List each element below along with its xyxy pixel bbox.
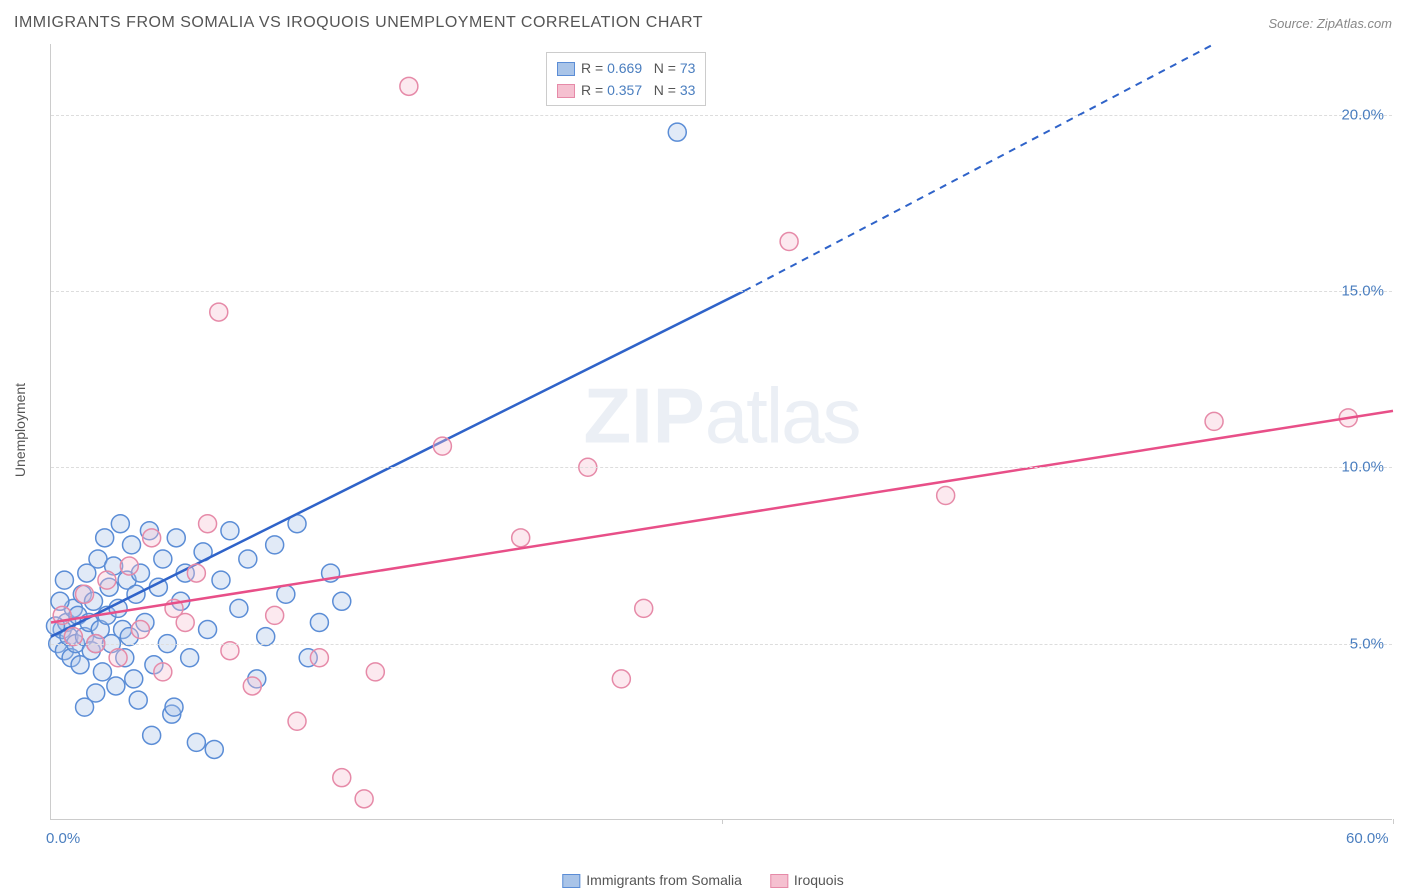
data-point bbox=[199, 515, 217, 533]
x-tick-label: 0.0% bbox=[46, 830, 80, 847]
trend-line-extrapolated bbox=[744, 44, 1214, 291]
data-point bbox=[288, 712, 306, 730]
legend-swatch bbox=[557, 84, 575, 98]
data-point bbox=[277, 585, 295, 603]
data-point bbox=[107, 677, 125, 695]
data-point bbox=[310, 613, 328, 631]
legend-swatch bbox=[770, 874, 788, 888]
data-point bbox=[123, 536, 141, 554]
x-tick-mark bbox=[1393, 819, 1394, 824]
chart-title: IMMIGRANTS FROM SOMALIA VS IROQUOIS UNEM… bbox=[14, 14, 703, 32]
data-point bbox=[154, 663, 172, 681]
data-point bbox=[181, 649, 199, 667]
data-point bbox=[239, 550, 257, 568]
data-point bbox=[310, 649, 328, 667]
data-point bbox=[109, 649, 127, 667]
data-point bbox=[333, 769, 351, 787]
data-point bbox=[176, 613, 194, 631]
data-point bbox=[96, 529, 114, 547]
legend-item: Immigrants from Somalia bbox=[562, 872, 742, 888]
legend-stat-row: R = 0.669 N = 73 bbox=[557, 57, 695, 79]
x-tick-label: 60.0% bbox=[1346, 830, 1389, 847]
data-point bbox=[187, 733, 205, 751]
data-point bbox=[129, 691, 147, 709]
data-point bbox=[243, 677, 261, 695]
data-point bbox=[154, 550, 172, 568]
data-point bbox=[512, 529, 530, 547]
y-axis-label: Unemployment bbox=[12, 383, 28, 477]
data-point bbox=[221, 522, 239, 540]
data-point bbox=[93, 663, 111, 681]
x-tick-mark bbox=[722, 819, 723, 824]
data-point bbox=[76, 585, 94, 603]
data-point bbox=[1205, 412, 1223, 430]
data-point bbox=[635, 599, 653, 617]
data-point bbox=[120, 557, 138, 575]
scatter-plot-svg bbox=[51, 44, 1392, 819]
legend-stat-row: R = 0.357 N = 33 bbox=[557, 79, 695, 101]
gridline bbox=[51, 644, 1392, 645]
data-point bbox=[366, 663, 384, 681]
data-point bbox=[212, 571, 230, 589]
data-point bbox=[98, 571, 116, 589]
data-point bbox=[230, 599, 248, 617]
data-point bbox=[55, 571, 73, 589]
data-point bbox=[612, 670, 630, 688]
data-point bbox=[143, 529, 161, 547]
gridline bbox=[51, 115, 1392, 116]
data-point bbox=[668, 123, 686, 141]
data-point bbox=[355, 790, 373, 808]
legend-label: Iroquois bbox=[794, 872, 844, 888]
data-point bbox=[131, 621, 149, 639]
correlation-legend: R = 0.669 N = 73R = 0.357 N = 33 bbox=[546, 52, 706, 106]
data-point bbox=[205, 740, 223, 758]
source-attribution: Source: ZipAtlas.com bbox=[1268, 16, 1392, 31]
y-tick-label: 20.0% bbox=[1341, 106, 1384, 123]
data-point bbox=[433, 437, 451, 455]
data-point bbox=[266, 536, 284, 554]
y-tick-label: 5.0% bbox=[1350, 635, 1384, 652]
trend-line bbox=[51, 411, 1393, 623]
data-point bbox=[210, 303, 228, 321]
data-point bbox=[333, 592, 351, 610]
legend-swatch bbox=[562, 874, 580, 888]
legend-label: Immigrants from Somalia bbox=[586, 872, 742, 888]
series-legend: Immigrants from Somalia Iroquois bbox=[548, 872, 857, 888]
data-point bbox=[266, 606, 284, 624]
gridline bbox=[51, 291, 1392, 292]
data-point bbox=[165, 698, 183, 716]
data-point bbox=[400, 77, 418, 95]
chart-plot-area: ZIPatlas R = 0.669 N = 73R = 0.357 N = 3… bbox=[50, 44, 1392, 820]
data-point bbox=[199, 621, 217, 639]
data-point bbox=[780, 233, 798, 251]
legend-item: Iroquois bbox=[770, 872, 844, 888]
data-point bbox=[111, 515, 129, 533]
gridline bbox=[51, 467, 1392, 468]
data-point bbox=[125, 670, 143, 688]
legend-swatch bbox=[557, 62, 575, 76]
y-tick-label: 15.0% bbox=[1341, 282, 1384, 299]
data-point bbox=[76, 698, 94, 716]
data-point bbox=[937, 486, 955, 504]
data-point bbox=[167, 529, 185, 547]
y-tick-label: 10.0% bbox=[1341, 459, 1384, 476]
trend-line bbox=[51, 291, 744, 637]
data-point bbox=[187, 564, 205, 582]
data-point bbox=[143, 726, 161, 744]
